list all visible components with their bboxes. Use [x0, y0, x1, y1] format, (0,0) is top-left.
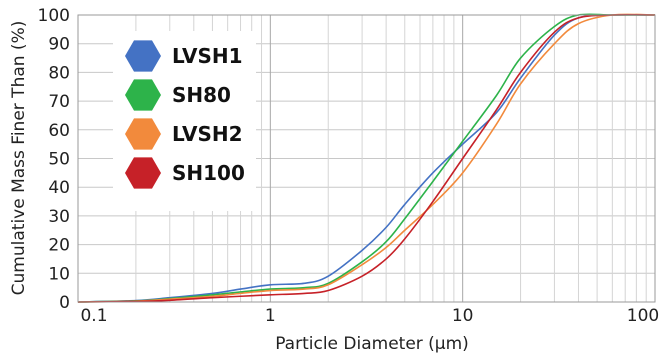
- y-tick-label: 10: [48, 264, 70, 284]
- legend-label: LVSH1: [172, 44, 243, 68]
- legend-hexagon-icon: [125, 157, 161, 189]
- x-tick-label: 10: [452, 306, 474, 326]
- plot-frame: [77, 14, 656, 303]
- series-line-sh100: [77, 13, 656, 303]
- y-tick-label: 40: [48, 178, 70, 198]
- legend: LVSH1 SH80 LVSH2 SH100: [113, 31, 256, 211]
- tick-labels: 0 10 20 30 40 50 60 70 80 90 100 0.1 1 10 100: [38, 6, 660, 326]
- series-line-lvsh1: [77, 13, 656, 303]
- y-tick-label: 20: [48, 236, 70, 256]
- legend-hexagon-icon: [125, 40, 161, 72]
- y-tick-label: 70: [48, 92, 70, 112]
- x-axis-label: Particle Diameter (µm): [275, 334, 469, 354]
- series-group: [77, 13, 656, 303]
- x-tick-label: 100: [627, 306, 659, 326]
- y-tick-label: 60: [48, 121, 70, 141]
- y-axis-label: Cumulative Mass Finer Than (%): [9, 21, 29, 296]
- x-tick-label: 0.1: [80, 306, 107, 326]
- y-tick-label: 30: [48, 207, 70, 227]
- series-line-lvsh2: [77, 13, 656, 303]
- legend-hexagon-icon: [125, 118, 161, 150]
- y-tick-label: 80: [48, 63, 70, 83]
- y-tick-label: 90: [48, 35, 70, 55]
- y-tick-label: 50: [48, 150, 70, 170]
- series-line-sh80: [77, 13, 655, 303]
- y-tick-label: 0: [59, 293, 70, 313]
- legend-label: LVSH2: [172, 122, 243, 146]
- x-tick-label: 1: [265, 306, 276, 326]
- y-tick-label: 100: [38, 6, 70, 26]
- legend-hexagon-icon: [125, 79, 161, 111]
- legend-label: SH80: [172, 83, 231, 107]
- legend-label: SH100: [172, 161, 245, 185]
